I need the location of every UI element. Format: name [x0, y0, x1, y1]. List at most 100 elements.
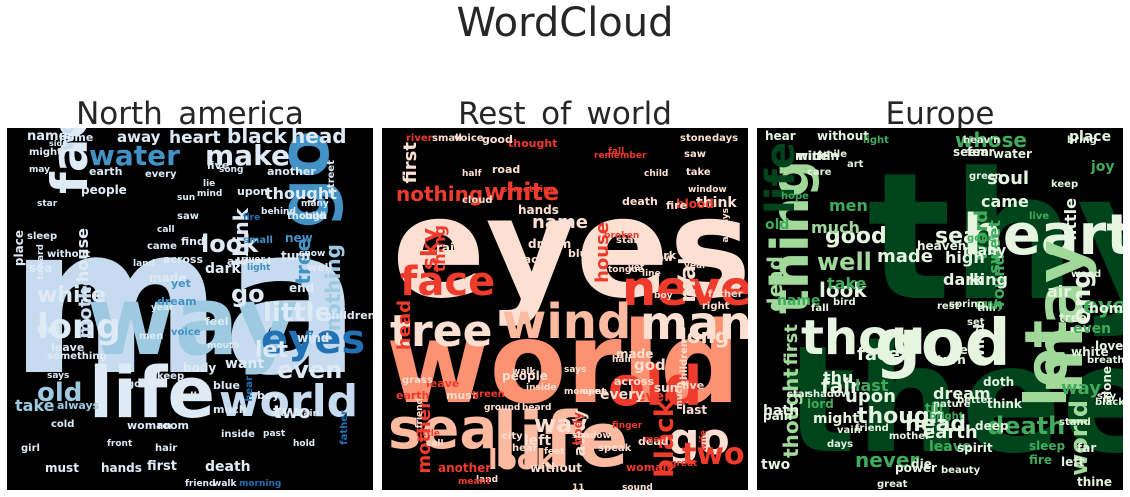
word-last: last [855, 376, 889, 395]
word-small: small [243, 235, 273, 246]
word-dream: dream [528, 237, 572, 251]
word-till: till [925, 401, 944, 415]
word-hold: hold [293, 439, 316, 449]
word-around: around [227, 255, 271, 268]
word-take: take [827, 274, 867, 293]
word-friend: friend [855, 423, 889, 434]
word-blue: blue [213, 379, 240, 392]
word-nature: nature [933, 399, 971, 410]
word-sleep: sleep [1029, 439, 1066, 453]
word-thy: thy [867, 135, 1123, 340]
word-home: home [1089, 301, 1123, 317]
word-spring: spring [949, 299, 985, 310]
word-lie: lie [203, 179, 216, 189]
word-bright: bright [929, 411, 964, 422]
word-another: another [438, 461, 492, 475]
word-deep: deep [975, 419, 1009, 433]
word-grass: grass [402, 375, 433, 386]
word-lord: lord [807, 397, 834, 411]
word-way: way [1061, 378, 1101, 399]
word-man: man [640, 296, 748, 350]
word-road: road [492, 163, 521, 176]
word-snow: snow [299, 249, 326, 259]
word-turn: turn [937, 353, 966, 367]
word-voice: voice [454, 133, 484, 144]
word-always: always [57, 399, 100, 412]
word-black: black [1095, 397, 1123, 408]
word-fear: fear [967, 145, 995, 159]
word-leave: leave [929, 439, 972, 455]
word-child: child [644, 169, 669, 179]
word-green: green [472, 389, 505, 400]
word-room: room [157, 419, 190, 432]
word-hear: hear [512, 443, 538, 454]
word-men: men [139, 331, 164, 342]
word-mouth: mouth [207, 341, 240, 351]
word-city: city [502, 431, 523, 442]
word-bird: bird [833, 297, 856, 308]
word-good: good [127, 379, 156, 390]
word-look: look [488, 443, 555, 476]
word-though: though [857, 404, 946, 429]
word-world: world [386, 299, 741, 429]
word-inside: inside [221, 429, 255, 440]
word-want: want [225, 356, 265, 372]
word-man: man [9, 183, 373, 421]
word-power: power [895, 461, 937, 475]
word-heard: heard [522, 403, 552, 413]
word-much: much [675, 382, 685, 410]
word-name: name [777, 293, 821, 309]
word-mind: mind [197, 189, 223, 199]
word-many: many [301, 199, 329, 209]
word-water: water [89, 139, 180, 172]
word-thu: thu [823, 368, 854, 387]
word-mine: mine [795, 149, 829, 163]
word-breath: breath [1087, 355, 1123, 366]
word-past: past [263, 429, 286, 439]
word-far: far [1077, 441, 1097, 455]
word-two: two [273, 402, 311, 423]
word-black: black [227, 128, 287, 148]
word-doth: doth [983, 375, 1015, 389]
word-line: line [642, 269, 661, 279]
word-leave: leave [426, 377, 460, 390]
word-child: child [299, 211, 327, 222]
word-sun: sun [177, 193, 196, 203]
word-live: live [682, 379, 705, 392]
word-life: life [89, 352, 215, 434]
word-king: king [969, 270, 1008, 289]
word-rain: rain [436, 241, 463, 255]
word-something: something [47, 351, 107, 362]
word-live: live [1029, 211, 1050, 222]
word-name: name [532, 212, 588, 233]
word-star: star [787, 389, 810, 400]
word-old: old [608, 355, 703, 418]
word-everything: everything [682, 225, 738, 235]
word-land: land [133, 259, 156, 269]
word-hands: hands [101, 461, 142, 475]
word-last: last [682, 403, 708, 417]
word-new: new [285, 231, 313, 245]
word-hath: hath [763, 403, 800, 419]
word-never: never [855, 448, 920, 472]
word-earth: earth [89, 165, 123, 178]
word-body: body [183, 361, 217, 375]
word-feel: feel [205, 315, 229, 328]
word-cold: cold [51, 419, 75, 430]
word-great: great [877, 479, 908, 490]
word-mother: mother [889, 431, 930, 442]
word-heaven: heaven [917, 239, 967, 253]
word-hair: hair [612, 355, 633, 365]
word-people: people [81, 183, 127, 197]
word-across: across [614, 375, 655, 388]
word-dream: dream [933, 384, 991, 403]
word-home: home [59, 131, 94, 144]
word-yet: yet [171, 277, 191, 290]
word-every: every [145, 169, 177, 180]
word-fair: fair [821, 374, 860, 398]
word-head: head [905, 412, 967, 437]
word-high: high [945, 248, 985, 267]
word-without: without [530, 461, 583, 475]
word-heav-n: heav'n [963, 135, 1001, 146]
word-side: side [49, 139, 68, 148]
